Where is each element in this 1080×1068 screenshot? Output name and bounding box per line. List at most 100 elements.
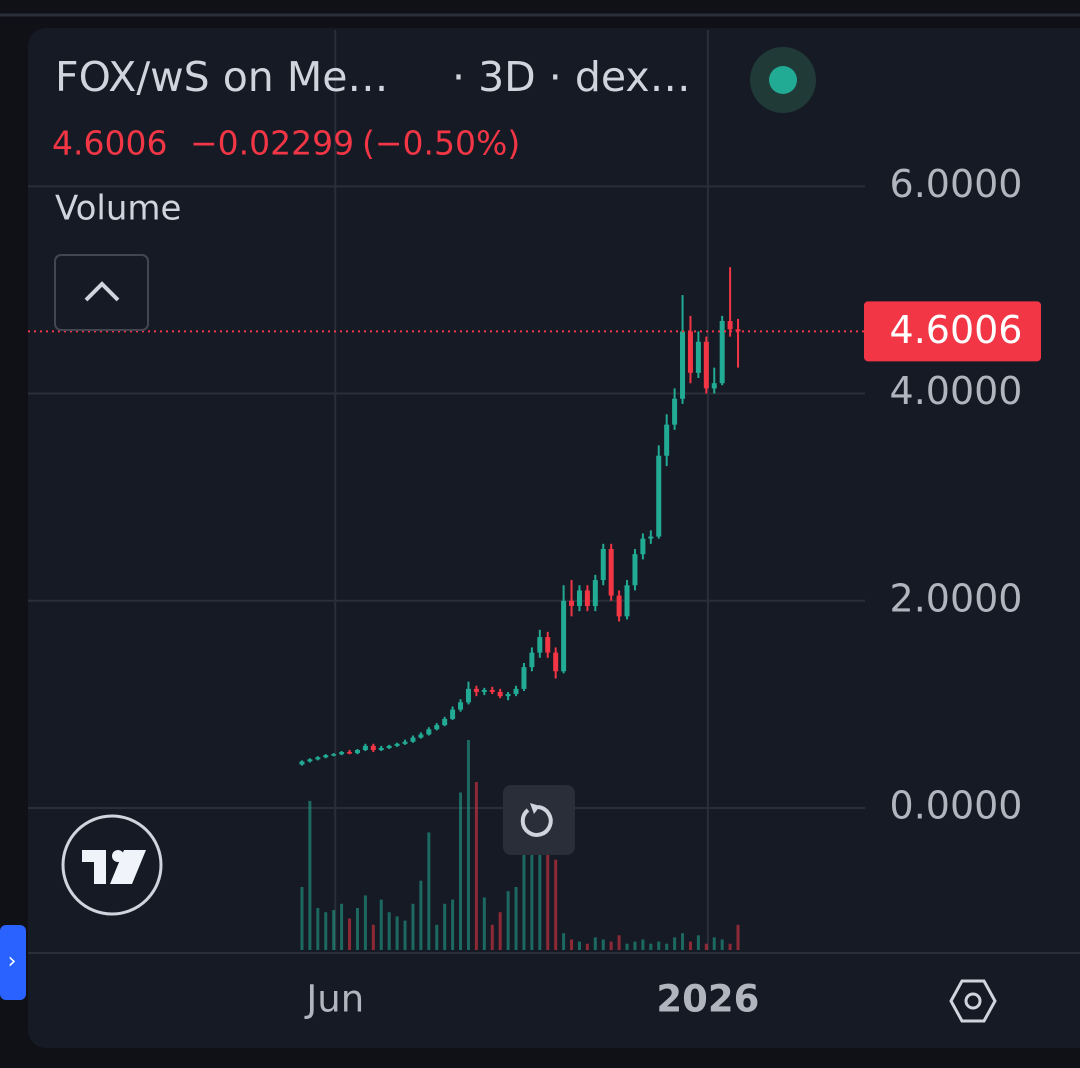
side-tab-icon: › [8,949,17,974]
last-price-label: 4.6006 [890,308,1023,352]
volume-bar [316,908,320,950]
candle-body [592,580,598,606]
candle-body [727,321,733,330]
volume-bar [530,824,534,950]
candle-body [497,691,503,697]
volume-bar [522,830,526,950]
volume-bar [451,899,455,950]
candle-body [545,637,551,653]
volume-bar [363,895,367,950]
volume-bar [395,916,399,950]
volume-bar [506,891,510,950]
candle-body [434,725,440,730]
symbol[interactable]: FOX/wS on Me… [55,53,388,101]
candle-body [339,752,345,755]
candle-body [521,667,527,689]
candle-body [569,600,575,606]
candle-body [584,590,590,606]
volume-bar [633,941,637,950]
settings-button[interactable] [949,979,997,1023]
status-dot [769,66,797,94]
candle-body [513,688,519,695]
candle-body [576,590,582,606]
candle-body [386,745,392,748]
settings-icon [964,992,982,1010]
indicator-name[interactable]: Volume [55,189,181,229]
candle-body [410,737,416,742]
volume-bar [355,908,359,950]
volume-bar [641,939,645,950]
candle-body [354,750,360,754]
volume-bar [657,941,661,950]
chart-panel [28,28,1080,1048]
candle-body [418,734,424,738]
candle-body [402,741,408,744]
candle-body [608,548,614,596]
x-tick-label: Jun [304,978,364,1021]
candle-body [450,709,456,719]
candle-body [648,536,654,539]
plot [28,267,865,950]
volume-bar [736,924,740,950]
volume-bar [649,943,653,950]
interval[interactable]: · 3D · dex… [452,53,691,101]
volume-bar [673,937,677,950]
candle-body [553,652,559,672]
collapse-button[interactable] [54,254,149,331]
candle-body [481,689,487,692]
volume-bar [562,933,566,950]
change: −0.02299 [190,124,354,163]
candle-body [632,554,638,586]
volume-bar [490,924,494,950]
candle-body [458,702,464,710]
last-price-box [864,301,1041,362]
candle-body [624,585,630,617]
candle-body [473,688,479,692]
grid [28,30,865,950]
volume-bar [403,920,407,950]
candle-body [505,694,511,697]
volume-bar [617,935,621,950]
candle-body [323,755,329,758]
volume-bar [546,834,550,950]
candle-body [537,637,543,653]
reset-button[interactable] [503,785,575,855]
volume-bar [728,943,732,950]
candle-body [378,747,384,751]
candle-body [442,718,448,726]
candle-body [680,331,686,399]
tv-logo-mark [82,850,146,884]
y-tick-label: 0.0000 [890,784,1023,828]
volume-bar [324,912,328,950]
volume-bar [688,941,692,950]
volume-bar [379,899,383,950]
volume-bar [340,903,344,950]
candle-body [315,757,321,760]
volume-bar [427,832,431,950]
side-tab[interactable] [0,925,26,1000]
candle-body [695,341,701,373]
volume-bar [585,943,589,950]
candle-body [719,321,725,384]
candle-body [362,745,368,751]
change-pct: (−0.50%) [362,124,520,163]
candle-body [664,424,670,456]
volume-bar [681,933,685,950]
volume-bar [411,903,415,950]
candle-body [640,538,646,555]
volume-bar [609,941,613,950]
candle-body [600,548,606,581]
candle-body [307,759,313,762]
volume-bar [371,924,375,950]
candle-body [426,729,432,735]
volume-bar [665,943,669,950]
volume-bar [601,939,605,950]
volume-bar [514,887,518,950]
candle-body [394,743,400,746]
volume-bar [696,935,700,950]
reset-icon [520,805,553,837]
volume-bar [474,782,478,950]
tv-logo[interactable] [61,814,163,916]
